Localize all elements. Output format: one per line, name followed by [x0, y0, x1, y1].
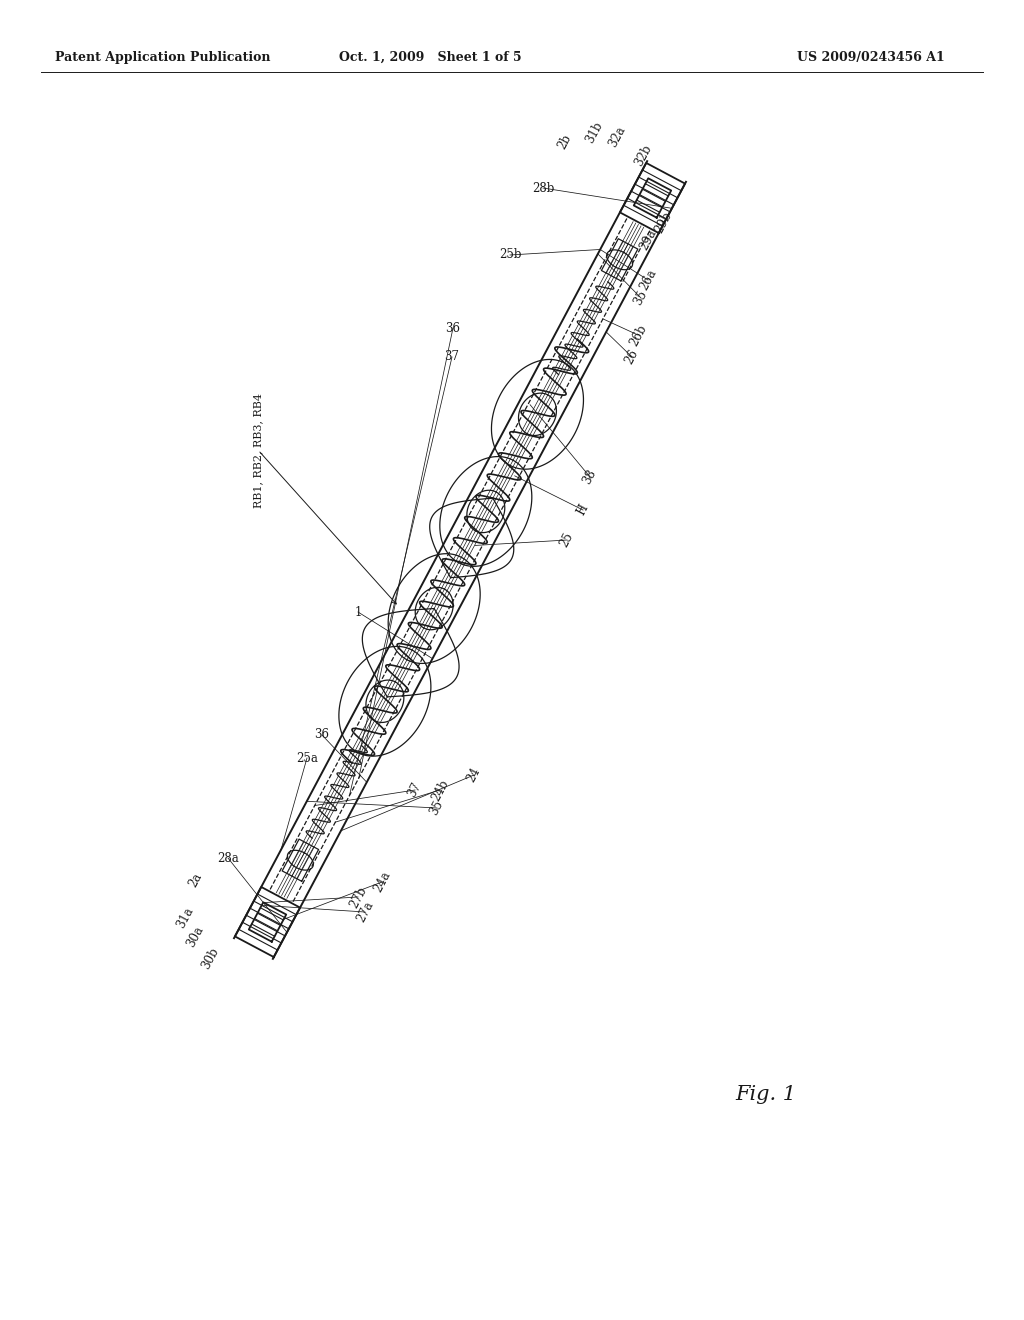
Text: 28b: 28b: [531, 181, 554, 194]
Text: 25b: 25b: [499, 248, 521, 261]
Text: 30a: 30a: [184, 924, 206, 950]
Text: 1: 1: [354, 606, 361, 619]
Text: 26a: 26a: [637, 267, 658, 293]
Text: Oct. 1, 2009   Sheet 1 of 5: Oct. 1, 2009 Sheet 1 of 5: [339, 50, 521, 63]
Text: 27b: 27b: [347, 884, 369, 909]
Text: Patent Application Publication: Patent Application Publication: [55, 50, 270, 63]
Text: 29a: 29a: [637, 227, 658, 252]
Text: 26: 26: [623, 347, 641, 367]
Text: 2a: 2a: [186, 871, 204, 890]
Text: 37: 37: [444, 351, 460, 363]
Text: 32b: 32b: [632, 143, 654, 168]
Text: 32a: 32a: [606, 124, 628, 149]
Text: 35: 35: [428, 799, 446, 817]
Text: H: H: [574, 503, 591, 517]
Text: 36: 36: [314, 729, 330, 742]
Text: 2b: 2b: [556, 132, 574, 152]
Text: 30b: 30b: [199, 945, 221, 972]
Text: 31b: 31b: [583, 119, 605, 145]
Text: 26b: 26b: [627, 322, 649, 348]
Text: 24a: 24a: [371, 870, 393, 895]
Text: 24b: 24b: [429, 777, 451, 803]
Text: 37: 37: [406, 780, 424, 800]
Text: 24: 24: [465, 766, 483, 784]
Text: 38: 38: [581, 467, 599, 487]
Text: 25a: 25a: [296, 751, 317, 764]
Text: 25: 25: [558, 531, 577, 549]
Text: 29b: 29b: [652, 209, 674, 235]
Text: US 2009/0243456 A1: US 2009/0243456 A1: [798, 50, 945, 63]
Text: 31a: 31a: [174, 906, 196, 931]
Text: 28a: 28a: [217, 851, 239, 865]
Text: 35: 35: [632, 288, 650, 308]
Text: 27a: 27a: [354, 899, 376, 925]
Text: Fig. 1: Fig. 1: [735, 1085, 796, 1105]
Text: RB1, RB2, RB3, RB4: RB1, RB2, RB3, RB4: [253, 392, 263, 507]
Text: 36: 36: [445, 322, 461, 334]
